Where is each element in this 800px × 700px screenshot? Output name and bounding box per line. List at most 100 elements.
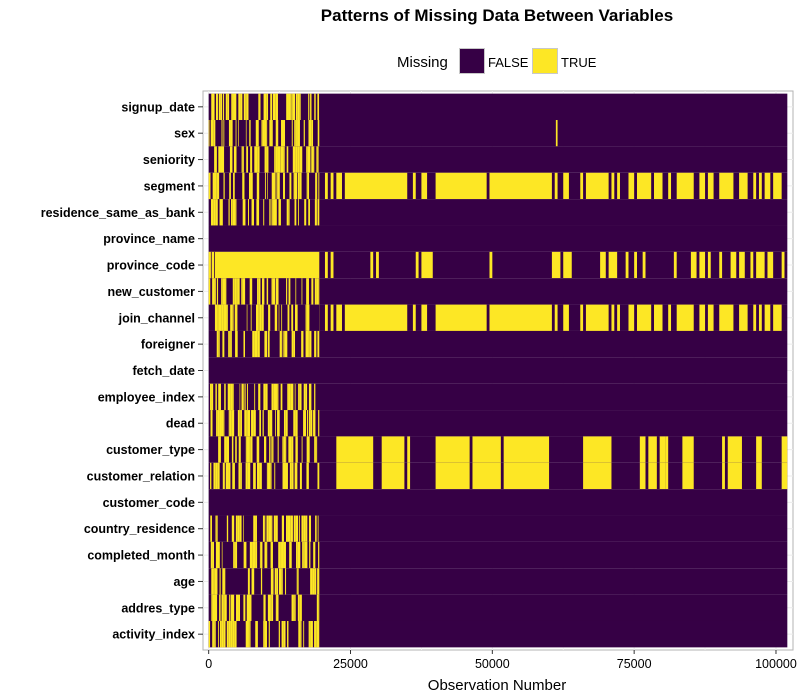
missing-strip (274, 172, 276, 200)
missing-strip (235, 515, 237, 542)
missing-strip (285, 568, 287, 595)
missing-strip (217, 462, 220, 490)
missing-block (503, 436, 550, 463)
missing-strip (230, 120, 233, 147)
missing-strip (281, 304, 283, 331)
y-label-residence-same-as-bank: residence_same_as_bank (41, 206, 195, 220)
missing-block (722, 462, 725, 490)
missing-strip (310, 568, 313, 595)
missing-block (330, 172, 334, 200)
missing-block (636, 172, 652, 200)
missing-strip (237, 410, 240, 437)
missing-strip (222, 199, 223, 226)
missing-block (381, 436, 405, 463)
missing-block (421, 172, 428, 200)
missing-strip (267, 462, 271, 490)
missing-strip (259, 304, 262, 331)
missing-strip (278, 568, 282, 595)
missing-strip (265, 383, 268, 411)
missing-strip (247, 462, 251, 490)
missing-block (654, 172, 663, 200)
missing-strip (285, 462, 288, 490)
missing-block (699, 251, 706, 279)
missing-strip (226, 436, 230, 463)
missing-strip (313, 410, 316, 437)
missing-strip (283, 146, 285, 173)
missing-strip (257, 146, 260, 173)
missing-strip (248, 620, 250, 648)
missing-strip (250, 146, 253, 173)
missing-strip (290, 383, 294, 411)
missing-strip (267, 330, 270, 358)
missing-strip (313, 541, 316, 569)
missing-strip (298, 515, 300, 542)
missing-strip (228, 462, 231, 490)
missing-strip (275, 515, 278, 542)
missing-strip (262, 515, 265, 542)
missing-strip (232, 199, 233, 226)
missing-strip (215, 515, 217, 542)
missing-strip (278, 304, 280, 331)
missing-strip (277, 146, 281, 173)
missing-block (407, 462, 411, 490)
missing-block (722, 436, 725, 463)
missing-strip (211, 93, 215, 121)
y-label-new-customer: new_customer (107, 285, 195, 299)
missing-strip (303, 383, 306, 411)
missing-strip (303, 541, 305, 569)
missing-strip (208, 620, 211, 648)
missing-strip (286, 278, 288, 305)
missing-strip (278, 620, 280, 648)
missing-strip (272, 436, 274, 463)
missing-strip (214, 620, 216, 648)
missing-strip (224, 594, 227, 621)
missing-block (336, 304, 342, 331)
missing-strip (244, 383, 246, 411)
missing-strip (216, 410, 218, 437)
missing-block (324, 304, 328, 331)
missing-strip (278, 541, 281, 569)
missing-strip (271, 199, 273, 226)
missing-strip (221, 278, 223, 305)
missing-block (764, 172, 771, 200)
missing-strip (306, 172, 308, 200)
missing-strip (283, 462, 286, 490)
missing-strip (280, 383, 283, 411)
y-label-employee-index: employee_index (98, 390, 195, 404)
missing-strip (236, 515, 238, 542)
x-axis-title: Observation Number (428, 677, 566, 694)
missing-block (659, 462, 666, 490)
missing-strip (261, 304, 264, 331)
tile-row-seniority (208, 146, 788, 173)
missing-strip (258, 278, 261, 305)
missing-strip (232, 383, 234, 411)
missing-strip (314, 199, 317, 226)
missing-strip (212, 278, 215, 305)
missing-strip (235, 541, 238, 569)
missing-strip (314, 436, 316, 463)
missing-strip (245, 93, 247, 121)
missing-strip (218, 330, 220, 358)
missing-strip (264, 515, 266, 542)
missing-strip (214, 278, 216, 305)
missing-strip (231, 436, 234, 463)
missing-strip (228, 620, 231, 648)
missing-strip (286, 93, 289, 121)
y-label-join-channel: join_channel (118, 311, 195, 325)
missing-strip (294, 199, 297, 226)
x-tick-label: 100000 (755, 657, 797, 671)
missing-strip (281, 515, 285, 542)
missing-strip (213, 120, 216, 147)
y-label-province-name: province_name (103, 232, 195, 246)
missing-strip (269, 120, 271, 147)
missing-block (739, 172, 748, 200)
missing-strip (212, 172, 215, 200)
missing-strip (242, 199, 246, 226)
missing-strip (245, 462, 248, 490)
missing-strip (311, 120, 314, 147)
missing-strip (266, 462, 268, 490)
missing-strip (286, 199, 289, 226)
missing-strip (271, 172, 275, 200)
missing-block (435, 172, 487, 200)
missing-block (407, 436, 411, 463)
